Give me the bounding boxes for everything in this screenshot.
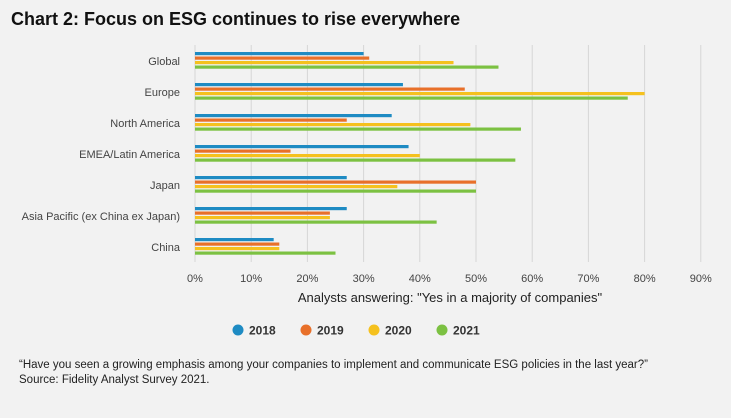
bar <box>195 96 628 100</box>
bar <box>195 127 521 131</box>
x-tick-label: 10% <box>240 273 262 285</box>
bar <box>195 158 516 162</box>
category-label: Asia Pacific (ex China ex Japan) <box>22 211 180 223</box>
bar <box>195 180 476 184</box>
x-tick-label: 0% <box>187 273 203 285</box>
category-label: Europe <box>145 87 180 99</box>
bar <box>195 118 347 122</box>
gridlines <box>194 45 702 262</box>
x-tick-label: 50% <box>465 273 487 285</box>
bar <box>195 65 499 69</box>
category-label: EMEA/Latin America <box>79 149 181 161</box>
legend-marker <box>300 324 312 336</box>
x-tick-label: 20% <box>296 273 318 285</box>
bar <box>195 251 336 255</box>
bar <box>195 189 476 193</box>
x-tick-label: 90% <box>690 273 712 285</box>
bar-chart: Global Europe North America EMEA/Latin Amer… <box>22 45 712 338</box>
footnote: “Have you seen a growing emphasis among … <box>19 358 719 388</box>
category-labels: Global Europe North America EMEA/Latin Amer… <box>22 56 181 254</box>
bar <box>195 238 274 242</box>
legend-label: 2019 <box>317 324 344 338</box>
x-axis-title: Analysts answering: "Yes in a majority o… <box>298 290 603 305</box>
legend-label: 2020 <box>385 324 412 338</box>
category-label: China <box>151 242 181 254</box>
source-note: Source: Fidelity Analyst Survey 2021. <box>19 374 210 386</box>
survey-question: “Have you seen a growing emphasis among … <box>19 359 648 371</box>
x-tick-label: 70% <box>577 273 599 285</box>
bar <box>195 242 280 246</box>
bar <box>195 114 392 118</box>
category-label: North America <box>110 118 181 130</box>
bar <box>195 220 437 224</box>
legend: 2018 2019 2020 2021 <box>232 324 480 338</box>
bar <box>195 123 471 127</box>
x-tick-label: 60% <box>521 273 543 285</box>
bar <box>195 92 645 96</box>
bar <box>195 56 370 60</box>
legend-marker <box>436 324 448 336</box>
bar <box>195 216 330 220</box>
bars <box>195 52 645 255</box>
bar <box>195 61 454 65</box>
legend-marker <box>232 324 244 336</box>
legend-label: 2018 <box>249 324 276 338</box>
bar <box>195 145 409 149</box>
bar <box>195 211 330 215</box>
category-label: Global <box>148 56 180 68</box>
x-tick-labels: 0% 10% 20% 30% 40% 50% 60% 70% 80% 90% <box>187 273 712 285</box>
bar <box>195 176 347 180</box>
legend-label: 2021 <box>453 324 480 338</box>
x-tick-label: 80% <box>634 273 656 285</box>
x-tick-label: 40% <box>409 273 431 285</box>
category-label: Japan <box>150 180 180 192</box>
bar <box>195 207 347 211</box>
bar <box>195 83 403 87</box>
bar <box>195 52 364 56</box>
x-tick-label: 30% <box>353 273 375 285</box>
bar <box>195 185 398 189</box>
legend-marker <box>368 324 380 336</box>
bar <box>195 154 420 158</box>
bar <box>195 247 280 251</box>
chart-title: Chart 2: Focus on ESG continues to rise … <box>11 9 461 29</box>
bar <box>195 149 291 153</box>
bar <box>195 87 465 91</box>
